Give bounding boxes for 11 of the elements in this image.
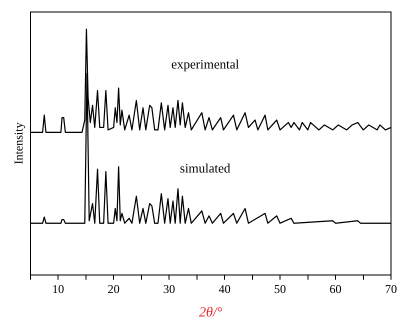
series-label: simulated bbox=[180, 160, 231, 176]
y-axis-title: Intensity bbox=[11, 122, 26, 164]
x-tick-label: 10 bbox=[52, 282, 64, 296]
x-tick-label: 30 bbox=[163, 282, 176, 296]
x-tick-label: 20 bbox=[108, 282, 120, 296]
x-axis-title: 2θ/° bbox=[199, 305, 223, 320]
x-tick-label: 40 bbox=[218, 282, 231, 296]
x-tick-label: 50 bbox=[274, 282, 286, 296]
x-tick-label: 60 bbox=[330, 282, 342, 296]
text: experimental bbox=[171, 56, 240, 72]
x-tick-label: 70 bbox=[385, 282, 397, 296]
